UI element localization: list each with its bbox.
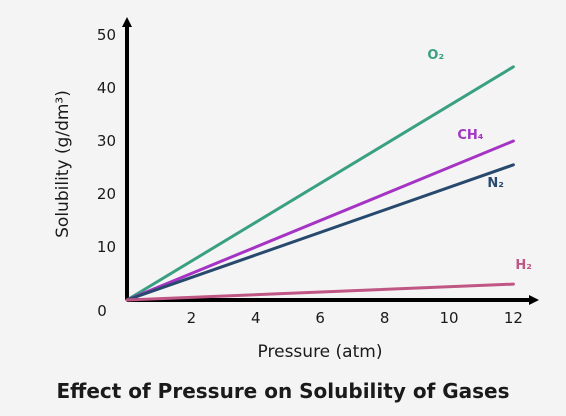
x-tick-label: 8 [380,309,390,327]
series-labels: O₂ CH₄ N₂ H₂ [427,48,532,273]
x-tick-labels: 2 4 6 8 10 12 [187,309,523,327]
y-tick-label: 50 [97,26,116,44]
series-label: CH₄ [457,128,483,143]
x-tick-label: 12 [504,309,523,327]
y-tick-label: 20 [97,185,116,203]
x-tick-label: 2 [187,309,197,327]
x-tick-label: 4 [251,309,261,327]
series-label: O₂ [427,48,444,63]
chart-title: Effect of Pressure on Solubility of Gase… [56,379,509,403]
y-tick-label: 10 [97,238,116,256]
series-label: H₂ [515,258,532,273]
y-tick-label: 30 [97,132,116,150]
x-tick-label: 6 [315,309,325,327]
series-line [125,163,515,302]
y-tick-label: 40 [97,79,116,97]
series-line [125,139,515,302]
series-line [125,282,515,302]
series-line [125,65,515,302]
origin-label: 0 [97,302,107,320]
y-tick-labels: 10 20 30 40 50 [97,26,116,256]
x-axis-title: Pressure (atm) [258,342,383,362]
series-label: N₂ [487,176,504,191]
y-axis-title: Solubility (g/dm³) [53,90,73,238]
x-tick-label: 10 [439,309,458,327]
series-lines [125,65,515,302]
